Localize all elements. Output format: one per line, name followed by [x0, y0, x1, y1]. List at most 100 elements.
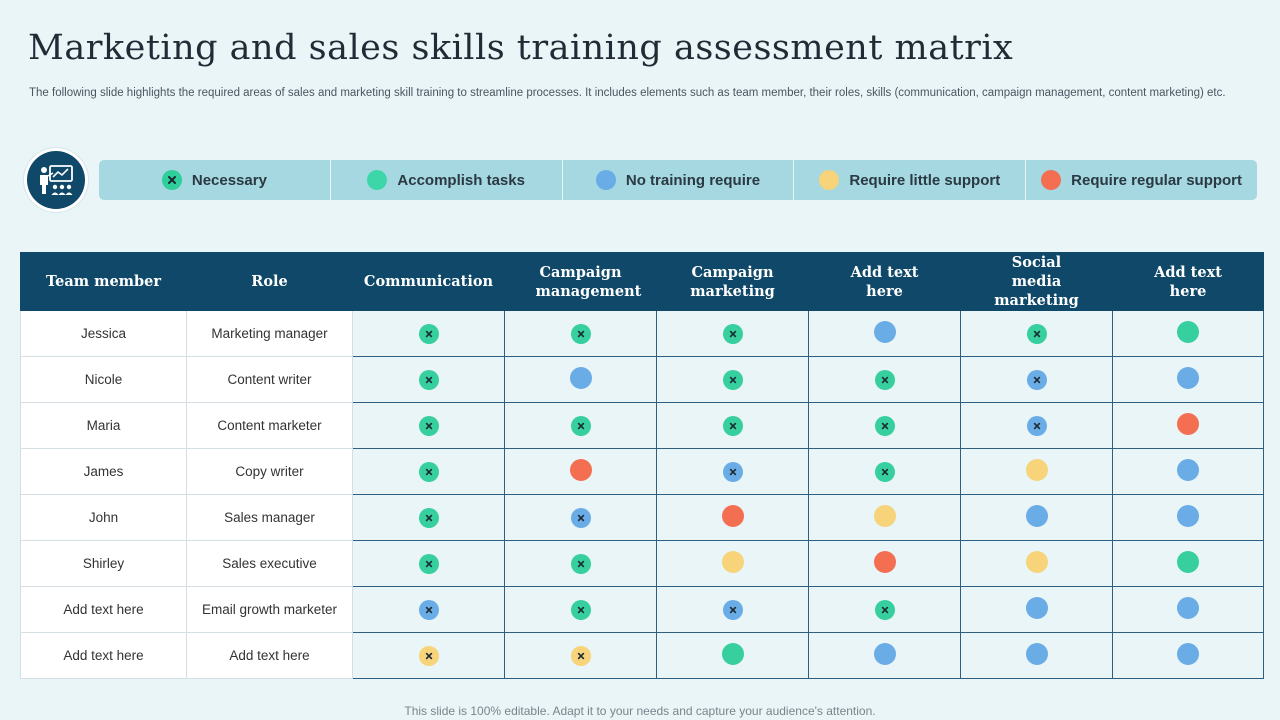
skill-cell — [504, 586, 657, 633]
skill-cell — [656, 586, 809, 633]
skill-cell — [1112, 540, 1264, 587]
training-presentation-icon — [24, 148, 88, 212]
skill-cell — [808, 586, 961, 633]
color-dot-icon — [595, 170, 616, 190]
skill-cell — [1112, 586, 1264, 633]
skill-cell — [1112, 448, 1264, 495]
status-dot-icon — [1025, 643, 1048, 665]
skill-cell — [352, 632, 505, 679]
table-row: Nicole Content writer — [20, 356, 1264, 403]
x-mark-circle-icon — [570, 599, 591, 620]
status-dot-icon — [873, 321, 896, 343]
skill-cell — [656, 632, 809, 679]
header-communication: Communication — [352, 252, 505, 311]
skill-cell — [504, 448, 657, 495]
skill-cell — [960, 540, 1113, 587]
skill-cell — [656, 310, 809, 357]
x-mark-circle-icon — [418, 599, 439, 620]
x-mark-circle-icon — [570, 507, 591, 528]
table-row: John Sales manager — [20, 494, 1264, 541]
x-mark-circle-icon — [418, 507, 439, 528]
skill-cell — [960, 310, 1113, 357]
team-member-cell: Shirley — [20, 540, 187, 587]
skill-cell — [656, 402, 809, 449]
team-member-cell: Add text here — [20, 586, 187, 633]
status-dot-icon — [1177, 367, 1199, 389]
skill-cell — [808, 402, 961, 449]
x-mark-circle-icon — [874, 599, 895, 620]
skill-cell — [808, 310, 961, 357]
skill-cell — [1112, 310, 1264, 357]
team-member-cell: Maria — [20, 402, 187, 449]
status-dot-icon — [1177, 321, 1199, 343]
legend-item-accomplish: Accomplish tasks — [329, 160, 562, 200]
status-dot-icon — [1177, 413, 1199, 435]
table-row: James Copy writer — [20, 448, 1264, 495]
status-dot-icon — [1025, 459, 1048, 481]
x-mark-circle-icon — [722, 599, 743, 620]
skill-cell — [960, 448, 1113, 495]
status-dot-icon — [569, 459, 592, 481]
skill-cell — [960, 632, 1113, 679]
x-mark-circle-icon — [161, 170, 182, 190]
skill-cell — [504, 402, 657, 449]
skill-cell — [504, 310, 657, 357]
legend-label: Require little support — [849, 171, 1001, 189]
role-cell: Copy writer — [186, 448, 353, 495]
x-mark-circle-icon — [1026, 369, 1047, 390]
role-cell: Content writer — [186, 356, 353, 403]
x-mark-circle-icon — [418, 645, 439, 666]
status-dot-icon — [721, 505, 744, 527]
skill-cell — [960, 586, 1113, 633]
x-mark-circle-icon — [722, 415, 743, 436]
x-mark-circle-icon — [722, 369, 743, 390]
header-add-text-1: Add text here — [808, 252, 961, 311]
status-dot-icon — [1025, 597, 1048, 619]
x-mark-circle-icon — [570, 323, 591, 344]
skill-cell — [352, 402, 505, 449]
header-campaign-marketing: Campaign marketing — [656, 252, 809, 311]
skill-cell — [1112, 402, 1264, 449]
x-mark-circle-icon — [570, 645, 591, 666]
table-row: Shirley Sales executive — [20, 540, 1264, 587]
skill-cell — [960, 402, 1113, 449]
status-dot-icon — [1177, 551, 1199, 573]
role-cell: Marketing manager — [186, 310, 353, 357]
x-mark-circle-icon — [570, 553, 591, 574]
header-campaign-management: Campaign management — [504, 252, 657, 311]
x-mark-circle-icon — [1026, 323, 1047, 344]
x-mark-circle-icon — [874, 461, 895, 482]
status-dot-icon — [873, 505, 896, 527]
table-row: Add text here Add text here — [20, 632, 1264, 679]
table-row: Maria Content marketer — [20, 402, 1264, 449]
header-role: Role — [186, 252, 353, 311]
legend-label: Require regular support — [1071, 171, 1243, 189]
status-dot-icon — [873, 551, 896, 573]
skill-cell — [656, 356, 809, 403]
skill-cell — [504, 540, 657, 587]
status-dot-icon — [721, 643, 744, 665]
team-member-cell: Add text here — [20, 632, 187, 679]
legend-label: Necessary — [191, 171, 267, 189]
team-member-cell: James — [20, 448, 187, 495]
skill-cell — [504, 494, 657, 541]
skill-cell — [808, 494, 961, 541]
role-cell: Sales manager — [186, 494, 353, 541]
team-member-cell: John — [20, 494, 187, 541]
status-dot-icon — [1177, 459, 1199, 481]
role-cell: Add text here — [186, 632, 353, 679]
legend-item-no-training: No training require — [561, 160, 794, 200]
header-add-text-2: Add text here — [1112, 252, 1264, 311]
table-header-row: Team member Role Communication Campaign … — [20, 252, 1264, 311]
x-mark-circle-icon — [418, 369, 439, 390]
header-social-media-marketing: Social media marketing — [960, 252, 1113, 311]
skill-cell — [352, 356, 505, 403]
skill-cell — [960, 494, 1113, 541]
skill-cell — [1112, 494, 1264, 541]
skill-cell — [808, 448, 961, 495]
legend-item-little-support: Require little support — [793, 160, 1025, 200]
x-mark-circle-icon — [874, 369, 895, 390]
team-member-cell: Nicole — [20, 356, 187, 403]
skill-cell — [656, 448, 809, 495]
legend-item-regular-support: Require regular support — [1025, 160, 1257, 200]
